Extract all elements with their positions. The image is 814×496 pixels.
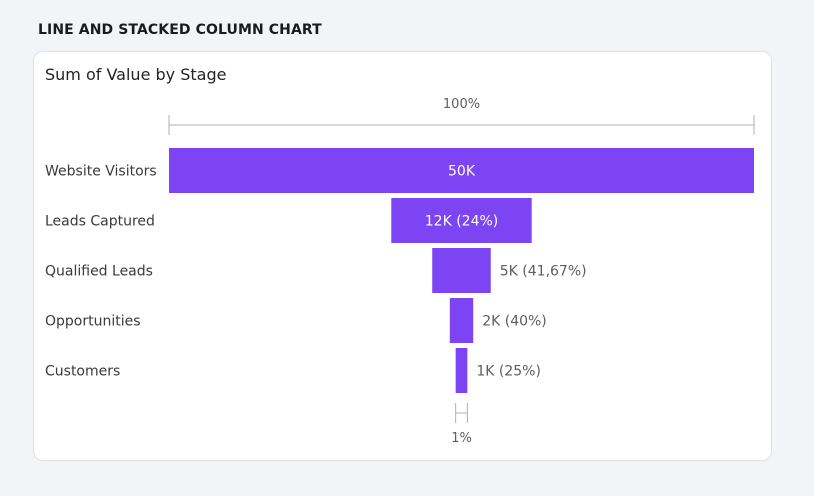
funnel-bar (169, 148, 754, 193)
category-label: Opportunities (45, 314, 141, 330)
funnel-bar (391, 198, 532, 243)
data-label: 12K (24%) (425, 214, 499, 230)
section-title: LINE AND STACKED COLUMN CHART (38, 22, 322, 38)
funnel-bar (432, 248, 491, 293)
category-label: Customers (45, 364, 120, 380)
category-label: Qualified Leads (45, 264, 153, 280)
data-label: 50K (448, 164, 476, 180)
data-label: 5K (41,67%) (500, 264, 587, 280)
category-label: Website Visitors (45, 164, 157, 180)
funnel-chart: 100% Website Visitors 50K Leads Captured 12K… (45, 97, 755, 446)
funnel-bar (449, 298, 474, 343)
top-scale-label: 100% (443, 97, 480, 112)
data-label: 1K (25%) (476, 364, 541, 380)
chart-card[interactable]: Sum of Value by Stage 100% Website Visito… (33, 51, 772, 461)
data-label: 2K (40%) (482, 314, 547, 330)
chart-title: Sum of Value by Stage (45, 65, 227, 84)
funnel-bar (455, 348, 468, 393)
category-label: Leads Captured (45, 214, 155, 230)
bottom-scale-label: 1% (451, 431, 472, 446)
